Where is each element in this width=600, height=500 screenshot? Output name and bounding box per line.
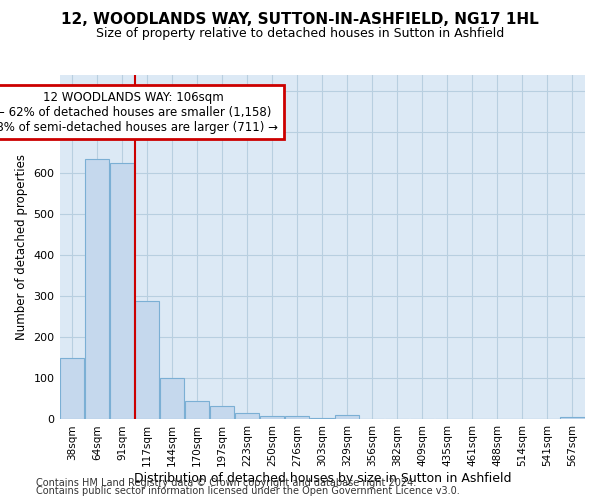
Bar: [560, 416, 584, 420]
Bar: [110, 163, 134, 419]
Bar: [85, 159, 109, 419]
Bar: [235, 414, 259, 420]
Bar: [310, 418, 334, 420]
Bar: [60, 358, 84, 420]
Text: Size of property relative to detached houses in Sutton in Ashfield: Size of property relative to detached ho…: [96, 28, 504, 40]
Bar: [210, 406, 235, 419]
Bar: [185, 401, 209, 419]
Bar: [285, 416, 310, 420]
Y-axis label: Number of detached properties: Number of detached properties: [15, 154, 28, 340]
Text: Contains public sector information licensed under the Open Government Licence v3: Contains public sector information licen…: [36, 486, 460, 496]
Bar: [160, 378, 184, 420]
X-axis label: Distribution of detached houses by size in Sutton in Ashfield: Distribution of detached houses by size …: [134, 472, 511, 485]
Text: 12, WOODLANDS WAY, SUTTON-IN-ASHFIELD, NG17 1HL: 12, WOODLANDS WAY, SUTTON-IN-ASHFIELD, N…: [61, 12, 539, 28]
Text: Contains HM Land Registry data © Crown copyright and database right 2024.: Contains HM Land Registry data © Crown c…: [36, 478, 416, 488]
Bar: [335, 416, 359, 420]
Bar: [260, 416, 284, 420]
Bar: [135, 300, 159, 420]
Text: 12 WOODLANDS WAY: 106sqm
← 62% of detached houses are smaller (1,158)
38% of sem: 12 WOODLANDS WAY: 106sqm ← 62% of detach…: [0, 90, 278, 134]
